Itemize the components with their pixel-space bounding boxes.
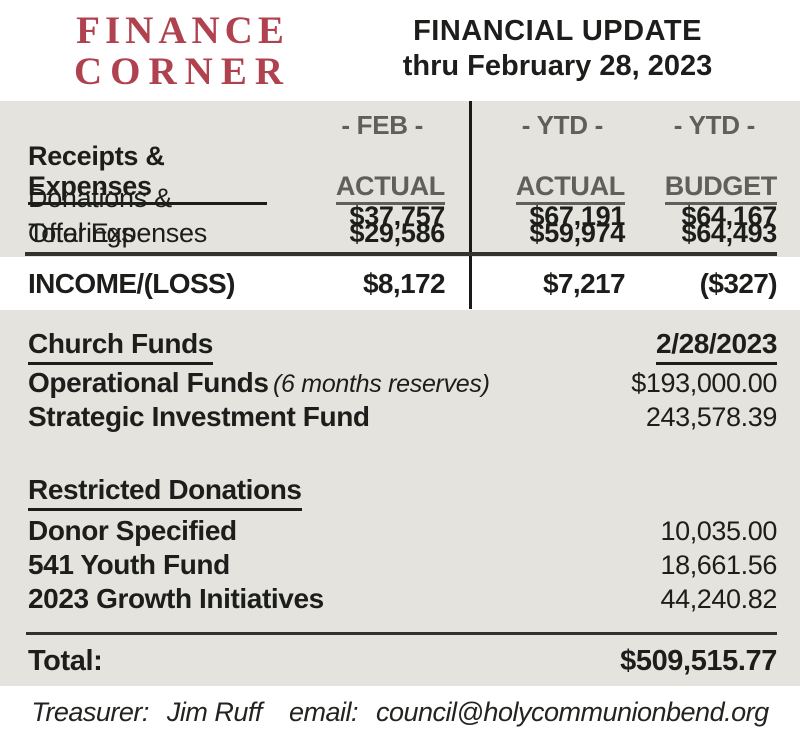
row-header-receipts-expenses: Receipts & Expenses (28, 141, 267, 205)
column-header-ytd-budget: BUDGET (664, 171, 777, 205)
income-separator-rule (25, 252, 777, 256)
table-row-income-loss: INCOME/(LOSS) $8,172 $7,217 ($327) (0, 257, 800, 310)
fund-label: Strategic Investment Fund (28, 401, 370, 432)
column-period-ytd-budget: - YTD - (673, 110, 756, 140)
fund-value: 243,578.39 (645, 401, 778, 432)
fund-row-strategic: Strategic Investment Fund 243,578.39 (28, 400, 777, 434)
fund-value: 44,240.82 (660, 583, 777, 614)
ytd-actual-value: $7,217 (542, 267, 626, 299)
fund-row-youth-fund: 541 Youth Fund 18,661.56 (28, 548, 777, 582)
ytd-actual-value: $59,974 (529, 218, 626, 248)
fund-row-operational: Operational Funds (6 months reserves) $1… (28, 366, 777, 400)
feb-actual-value: $37,757 (349, 200, 446, 231)
footer: Treasurer: Jim Ruff email: council@holyc… (0, 686, 800, 738)
row-label: Donations & Offerings (28, 183, 172, 248)
income-loss-label: INCOME/(LOSS) (28, 267, 235, 299)
fund-value: 18,661.56 (660, 549, 777, 580)
column-period-row: - FEB - - YTD - - YTD - (0, 110, 800, 141)
column-header-ytd-actual: ACTUAL (515, 171, 625, 205)
fund-label: 2023 Growth Initiatives (28, 583, 324, 614)
total-row: Total: $509,515.77 (28, 638, 777, 684)
total-label: Total: (28, 644, 103, 677)
page-title-line1: FINANCIAL UPDATE (413, 15, 702, 47)
church-funds-header-row: Church Funds 2/28/2023 (28, 328, 777, 366)
table-row-donations-offerings: Donations & Offerings $37,757 $67,191 $6… (0, 181, 800, 248)
restricted-donations-header-row: Restricted Donations (28, 474, 777, 514)
fund-label: 541 Youth Fund (28, 549, 230, 580)
fund-row-growth-initiatives: 2023 Growth Initiatives 44,240.82 (28, 582, 777, 616)
total-separator-rule (26, 632, 777, 635)
fund-label: Operational Funds (28, 367, 269, 398)
feb-actual-value: $8,172 (362, 267, 446, 299)
ytd-actual-value: $67,191 (529, 200, 626, 231)
funds-panel: Church Funds 2/28/2023 Operational Funds… (0, 310, 800, 686)
column-period-ytd-actual: - YTD - (521, 110, 604, 140)
fund-note: (6 months reserves) (273, 370, 490, 398)
receipts-expenses-table: - FEB - - YTD - - YTD - Receipts & Expen… (0, 101, 800, 257)
page-title-line2: thru February 28, 2023 (402, 50, 713, 82)
column-header-row: Receipts & Expenses ACTUAL ACTUAL BUDGET (0, 141, 800, 205)
restricted-donations-heading: Restricted Donations (28, 474, 302, 511)
brand-line2: CORNER (73, 50, 291, 93)
brand-logo: FINANCE CORNER (0, 0, 365, 101)
page-title: FINANCIAL UPDATE thru February 28, 2023 (365, 0, 750, 101)
treasurer-name: Jim Ruff (166, 696, 263, 727)
email-address: council@holycommunionbend.org (375, 696, 769, 727)
fund-value: 10,035.00 (660, 515, 777, 546)
fund-value: $193,000.00 (631, 367, 777, 398)
as-of-date: 2/28/2023 (656, 328, 777, 365)
church-funds-heading: Church Funds (28, 328, 213, 365)
column-divider-line (469, 101, 472, 309)
ytd-budget-value: ($327) (699, 267, 778, 299)
total-value: $509,515.77 (620, 644, 777, 677)
email-label: email: (288, 696, 359, 727)
column-header-feb-actual: ACTUAL (335, 171, 445, 205)
treasurer-label: Treasurer: (31, 696, 149, 727)
header: FINANCE CORNER FINANCIAL UPDATE thru Feb… (0, 0, 800, 101)
section-gap (28, 434, 777, 474)
feb-actual-value: $29,586 (349, 218, 446, 248)
brand-line1: FINANCE (76, 9, 289, 52)
fund-row-donor-specified: Donor Specified 10,035.00 (28, 514, 777, 548)
fund-label: Donor Specified (28, 515, 237, 546)
ytd-budget-value: $64,493 (681, 218, 778, 248)
column-period-feb: - FEB - (341, 110, 423, 140)
table-row-total-expenses: Total Expenses $29,586 $59,974 $64,493 (0, 216, 800, 251)
row-label: Total Expenses (28, 218, 207, 248)
ytd-budget-value: $64,167 (681, 200, 778, 231)
